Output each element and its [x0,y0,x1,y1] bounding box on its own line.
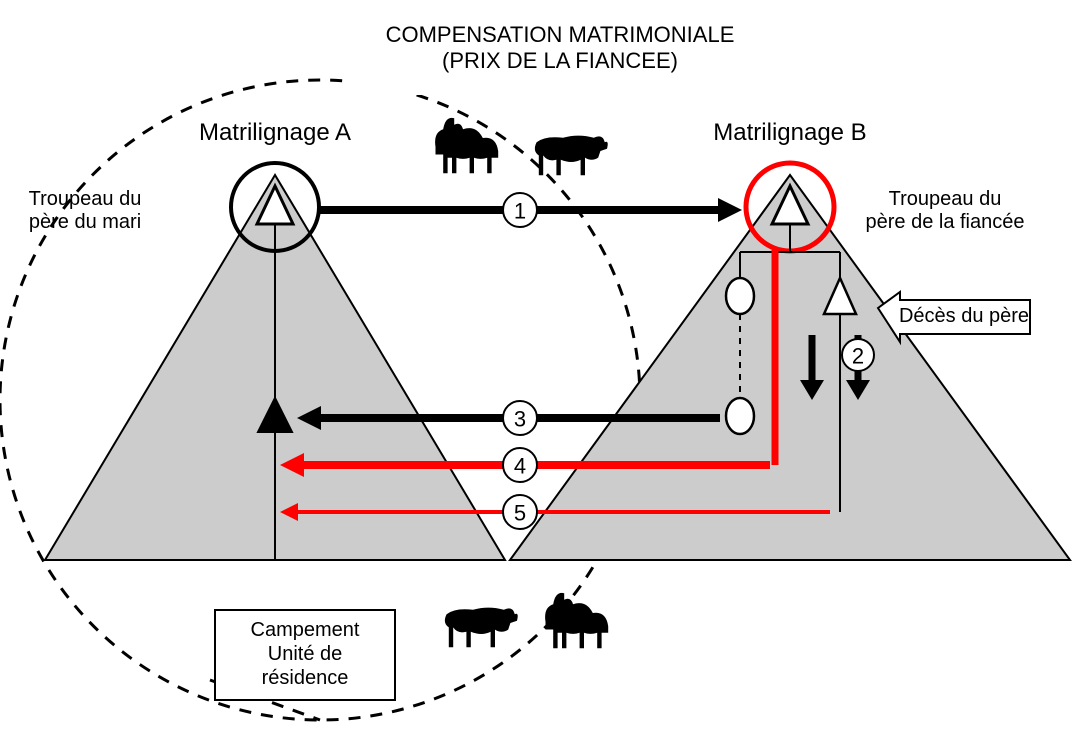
herd-a-label-2: père du mari [29,211,141,233]
cow-icon-bottom [445,608,518,648]
herd-a-label-1: Troupeau du [29,188,142,210]
svg-text:5: 5 [514,501,526,526]
camp-line1: Campement [251,619,360,641]
death-callout: Décès du père [878,292,1030,342]
camel-icon-bottom [545,593,608,648]
svg-text:4: 4 [514,454,526,479]
daughter-symbol [726,278,754,314]
title-line1: COMPENSATION MATRIMONIALE [386,22,735,47]
lineage-a-label: Matrilignage A [199,119,351,146]
svg-text:1: 1 [514,199,526,224]
step-2-num: 2 [852,344,864,369]
title-line2: (PRIX DE LA FIANCEE) [442,48,678,73]
lineage-b-label: Matrilignage B [713,119,866,146]
camp-line3: résidence [262,667,349,689]
cow-icon-top [535,136,608,176]
herd-b-label-2: père de la fiancée [865,211,1024,233]
granddaughter-symbol [726,398,754,434]
arrow-1: 1 [318,193,742,227]
herd-b-label-1: Troupeau du [889,188,1002,210]
death-label: Décès du père [899,305,1029,327]
svg-text:3: 3 [514,407,526,432]
camel-icon-top [435,118,498,173]
camp-line2: Unité de [268,643,343,665]
